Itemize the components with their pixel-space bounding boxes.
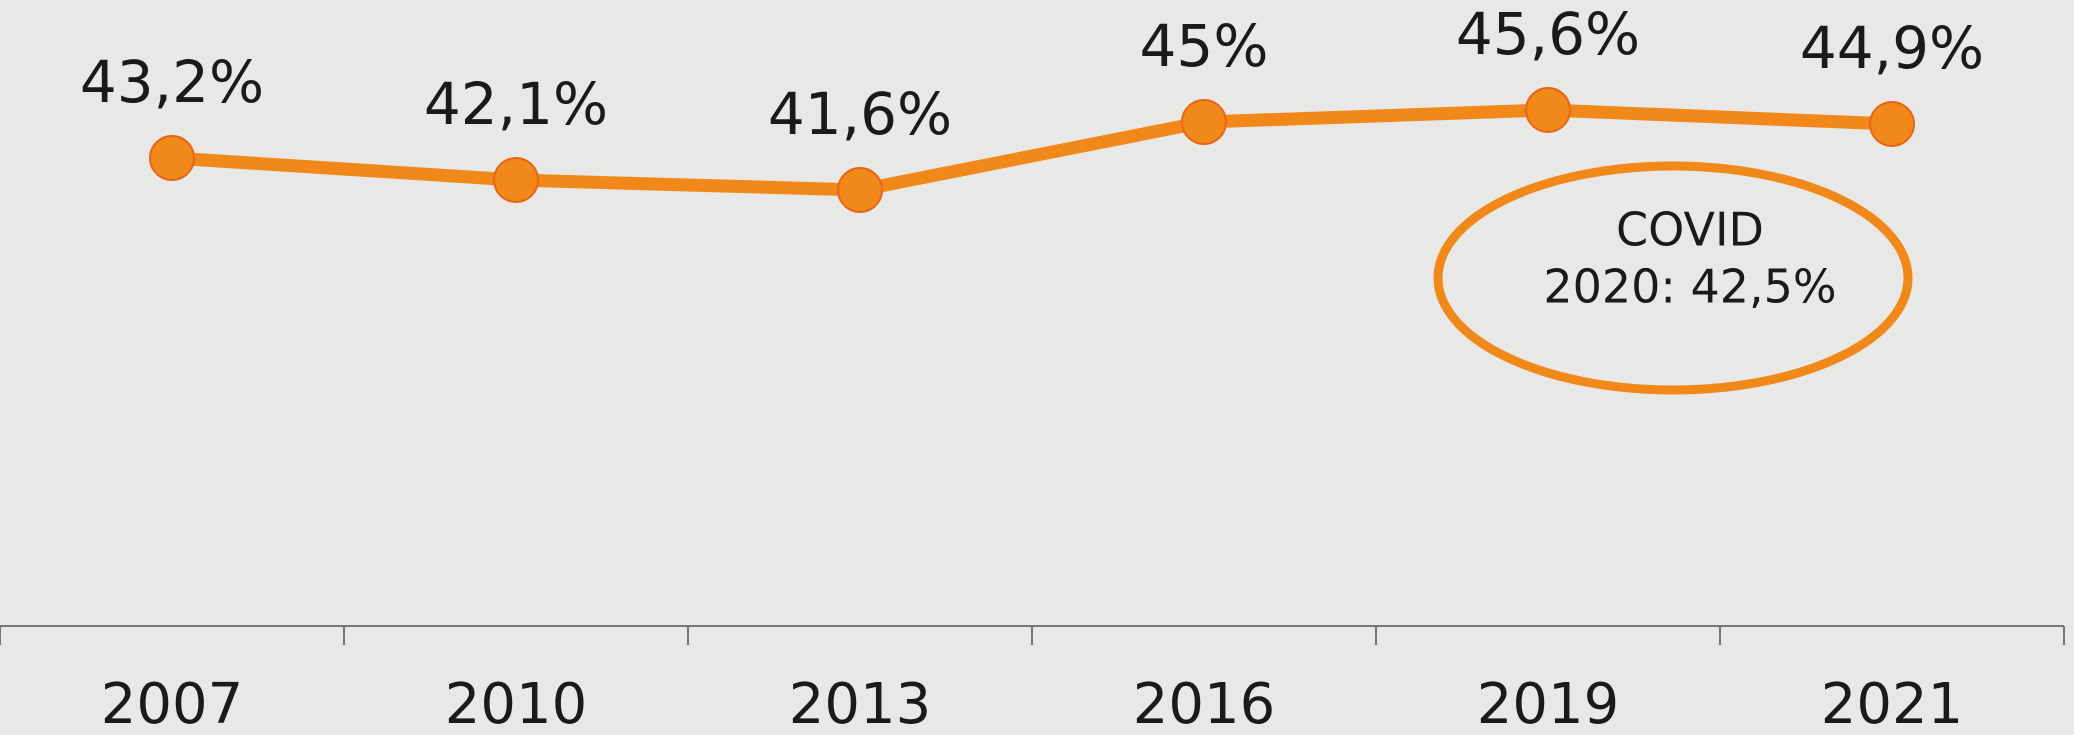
annotation-text: 2020: 42,5% xyxy=(1543,260,1836,314)
annotation-text: COVID xyxy=(1616,203,1764,257)
chart: COVID 2020: 42,5% 2007 2010 2013 2016 2019 20… xyxy=(0,0,2074,735)
data-point xyxy=(1870,102,1914,146)
data-label: 42,1% xyxy=(424,70,608,138)
data-point xyxy=(1182,100,1226,144)
x-tick-label: 2016 xyxy=(1133,672,1276,735)
data-label: 44,9% xyxy=(1800,14,1984,82)
x-tick-label: 2007 xyxy=(101,672,244,735)
x-tick-label: 2021 xyxy=(1821,672,1964,735)
page: COVID 2020: 42,5% 2007 2010 2013 2016 2019 20… xyxy=(0,0,2074,735)
x-tick-label: 2019 xyxy=(1477,672,1620,735)
data-label: 41,6% xyxy=(768,80,952,148)
background xyxy=(0,0,2074,735)
data-label: 43,2% xyxy=(80,48,264,116)
data-label: 45% xyxy=(1140,12,1269,80)
data-point xyxy=(494,158,538,202)
data-point xyxy=(838,168,882,212)
data-point xyxy=(1526,88,1570,132)
data-point xyxy=(150,136,194,180)
data-label: 45,6% xyxy=(1456,0,1640,68)
x-tick-label: 2010 xyxy=(445,672,588,735)
x-tick-label: 2013 xyxy=(789,672,932,735)
